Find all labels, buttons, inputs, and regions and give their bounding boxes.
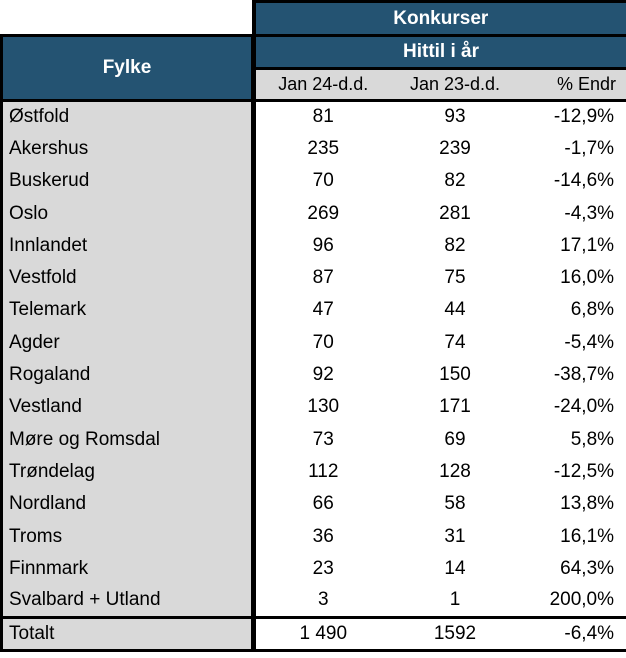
fylke-cell: Buskerud (0, 165, 256, 198)
fylke-cell: Finnmark (0, 552, 256, 585)
table-row: Telemark 47 44 6,8% (0, 294, 626, 327)
col-header-percent-change: % Endr (519, 67, 626, 102)
endr-cell: 16,0% (519, 261, 626, 295)
jan24-cell: 3 (253, 584, 391, 618)
table-title: Konkurser (251, 0, 626, 37)
jan23-cell: 93 (390, 100, 520, 133)
table-row: Møre og Romsdal 73 69 5,8% (0, 423, 626, 456)
fylke-cell: Akershus (0, 132, 256, 166)
jan24-cell: 92 (253, 358, 391, 392)
fylke-cell: Vestland (0, 391, 256, 424)
endr-cell: -24,0% (519, 391, 626, 424)
fylke-cell: Telemark (0, 294, 256, 327)
jan23-cell: 150 (390, 358, 520, 392)
table-row: Vestland 130 171 -24,0% (0, 391, 626, 424)
jan24-cell: 23 (253, 552, 391, 585)
total-jan24-cell: 1 490 (253, 615, 391, 652)
jan24-cell: 70 (253, 165, 391, 198)
table-row: Vestfold 87 75 16,0% (0, 261, 626, 295)
jan23-cell: 1 (390, 584, 520, 618)
jan24-cell: 47 (253, 294, 391, 327)
total-label: Totalt (0, 615, 256, 652)
endr-cell: -5,4% (519, 326, 626, 359)
jan23-cell: 171 (390, 391, 520, 424)
period-header: Hittil i år (251, 34, 626, 70)
jan24-cell: 81 (253, 100, 391, 133)
jan23-cell: 44 (390, 294, 520, 327)
jan24-cell: 73 (253, 423, 391, 456)
jan24-cell: 235 (253, 132, 391, 166)
jan24-cell: 66 (253, 488, 391, 521)
endr-cell: -14,6% (519, 165, 626, 198)
column-header-row: Jan 24-d.d. Jan 23-d.d. % Endr (2, 67, 626, 102)
endr-cell: -4,3% (519, 197, 626, 230)
jan24-cell: 130 (253, 391, 391, 424)
table-row: Nordland 66 58 13,8% (0, 488, 626, 521)
table-row: Troms 36 31 16,1% (0, 520, 626, 553)
empty-corner-cell (1, 1, 254, 36)
table-row: Svalbard + Utland 3 1 200,0% (0, 584, 626, 618)
jan24-cell: 96 (253, 229, 391, 262)
fylke-cell: Agder (0, 326, 256, 359)
endr-cell: 13,8% (519, 488, 626, 521)
jan24-cell: 87 (253, 261, 391, 295)
jan23-cell: 69 (390, 423, 520, 456)
col-header-jan24: Jan 24-d.d. (253, 67, 391, 102)
endr-cell: -38,7% (519, 358, 626, 392)
fylke-cell: Troms (0, 520, 256, 553)
table-row: Finnmark 23 14 64,3% (0, 552, 626, 585)
endr-cell: 16,1% (519, 520, 626, 553)
jan24-cell: 112 (253, 455, 391, 489)
table-row: Akershus 235 239 -1,7% (0, 132, 626, 166)
table-row: Rogaland 92 150 -38,7% (0, 358, 626, 392)
endr-cell: -12,5% (519, 455, 626, 489)
jan24-cell: 70 (253, 326, 391, 359)
total-endr-cell: -6,4% (519, 615, 626, 652)
table-body: Østfold 81 93 -12,9% Akershus 235 239 -1… (0, 100, 626, 618)
subtitle-row: Fylke Hittil i år (0, 34, 626, 102)
jan23-cell: 239 (390, 132, 520, 166)
table-row: Agder 70 74 -5,4% (0, 326, 626, 359)
jan23-cell: 75 (390, 261, 520, 295)
table-row: Østfold 81 93 -12,9% (0, 100, 626, 133)
fylke-column-header: Fylke (0, 34, 256, 102)
fylke-cell: Møre og Romsdal (0, 423, 256, 456)
jan23-cell: 74 (390, 326, 520, 359)
jan23-cell: 58 (390, 488, 520, 521)
fylke-cell: Vestfold (0, 261, 256, 295)
jan23-cell: 82 (390, 229, 520, 262)
jan23-cell: 82 (390, 165, 520, 198)
fylke-cell: Rogaland (0, 358, 256, 392)
jan23-cell: 281 (390, 197, 520, 230)
col-header-jan23: Jan 23-d.d. (390, 67, 520, 102)
jan23-cell: 128 (390, 455, 520, 489)
jan23-cell: 14 (390, 552, 520, 585)
fylke-cell: Trøndelag (0, 455, 256, 489)
endr-cell: 17,1% (519, 229, 626, 262)
fylke-cell: Nordland (0, 488, 256, 521)
fylke-cell: Oslo (0, 197, 256, 230)
jan24-cell: 36 (253, 520, 391, 553)
total-row: Totalt 1 490 1592 -6,4% (0, 615, 626, 652)
table-row: Oslo 269 281 -4,3% (0, 197, 626, 230)
title-row: Konkurser (1, 0, 626, 37)
fylke-cell: Svalbard + Utland (0, 584, 256, 618)
endr-cell: 6,8% (519, 294, 626, 327)
table-row: Buskerud 70 82 -14,6% (0, 165, 626, 198)
endr-cell: -12,9% (519, 100, 626, 133)
endr-cell: 200,0% (519, 584, 626, 618)
table-row: Innlandet 96 82 17,1% (0, 229, 626, 262)
fylke-cell: Østfold (0, 100, 256, 133)
fylke-cell: Innlandet (0, 229, 256, 262)
jan23-cell: 31 (390, 520, 520, 553)
table-row: Trøndelag 112 128 -12,5% (0, 455, 626, 489)
jan24-cell: 269 (253, 197, 391, 230)
total-jan23-cell: 1592 (390, 615, 520, 652)
endr-cell: 5,8% (519, 423, 626, 456)
endr-cell: -1,7% (519, 132, 626, 166)
endr-cell: 64,3% (519, 552, 626, 585)
